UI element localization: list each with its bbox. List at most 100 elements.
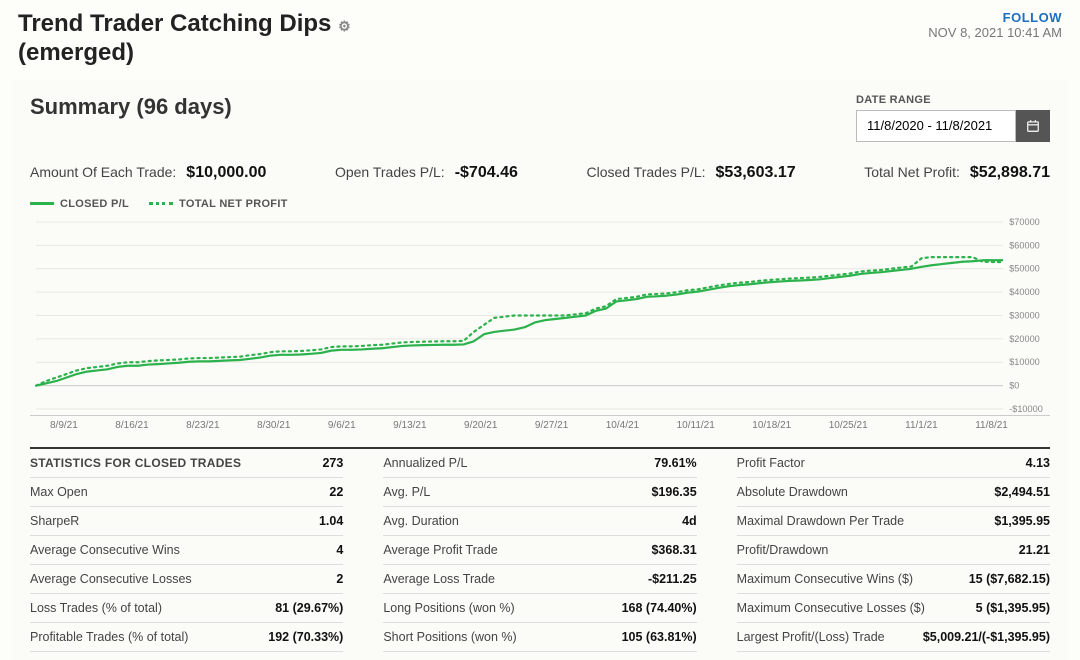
stat-row: Average Consecutive Wins4 (30, 536, 343, 565)
svg-text:$40000: $40000 (1009, 287, 1040, 297)
calendar-icon[interactable] (1016, 110, 1050, 142)
stat-row: Maximal Drawdown Per Trade$1,395.95 (737, 507, 1050, 536)
stat-row: Annualized P/L 79.61% (383, 449, 696, 478)
stat-label: Maximum Consecutive Wins ($) (737, 572, 913, 586)
chart-svg: -$10000 $0 $10000 $20000 $30000 $40000 $50000 $… (30, 216, 1050, 415)
date-range-label: DATE RANGE (856, 94, 1050, 106)
x-tick: 10/18/21 (752, 420, 791, 431)
stat-label: Profitable Trades (% of total) (30, 630, 188, 644)
chart-legend: CLOSED P/L TOTAL NET PROFIT (30, 198, 1050, 210)
legend-closed-label: CLOSED P/L (60, 198, 129, 210)
stat-value: -$211.25 (648, 572, 697, 586)
stat-value: 2 (336, 572, 343, 586)
stat-label: Loss Trades (% of total) (30, 601, 162, 615)
stat-row: Average Consecutive Losses 2 (30, 565, 343, 594)
stat-value: 105 (63.81%) (622, 630, 697, 644)
x-tick: 8/23/21 (186, 420, 219, 431)
stat-value: 79.61% (654, 456, 696, 470)
stat-value: 1.04 (319, 514, 343, 528)
stat-row: Long Positions (won %)168 (74.40%) (383, 594, 696, 623)
stat-label: Average Profit Trade (383, 543, 497, 557)
stat-label: Maximum Consecutive Losses ($) (737, 601, 925, 615)
follow-button[interactable]: FOLLOW (928, 10, 1062, 25)
metric-value: $52,898.71 (970, 164, 1050, 182)
x-axis-ticks: 8/9/218/16/218/23/218/30/219/6/219/13/21… (30, 420, 1050, 431)
stat-row: Absolute Drawdown $2,494.51 (737, 478, 1050, 507)
x-tick: 8/16/21 (115, 420, 148, 431)
metric-closed: Closed Trades P/L: $53,603.17 (586, 164, 795, 182)
metric-value: $53,603.17 (716, 164, 796, 182)
stat-label: Average Consecutive Losses (30, 572, 192, 586)
stat-label: Average Loss Trade (383, 572, 495, 586)
svg-text:$10000: $10000 (1009, 357, 1040, 367)
x-tick: 11/1/21 (905, 420, 938, 431)
stat-value: 168 (74.40%) (622, 601, 697, 615)
stat-label: Average Consecutive Wins (30, 543, 180, 557)
stat-label: Profit/Drawdown (737, 543, 829, 557)
stat-value: 81 (29.67%) (275, 601, 343, 615)
stats-col1: STATISTICS FOR CLOSED TRADES 273 Max Open 2… (30, 449, 343, 652)
stat-label: Max Open (30, 485, 88, 499)
stat-value: 192 (70.33%) (268, 630, 343, 644)
stat-row: Largest Profit/(Loss) Trade$5,009.21/(-$… (737, 623, 1050, 652)
stat-label: Absolute Drawdown (737, 485, 848, 499)
svg-text:$70000: $70000 (1009, 217, 1040, 227)
stats-col3: Profit Factor 4.13 Absolute Drawdown $2,494… (737, 449, 1050, 652)
title-line1: Trend Trader Catching Dips (18, 10, 331, 37)
stat-label: Annualized P/L (383, 456, 467, 470)
x-tick: 9/13/21 (393, 420, 426, 431)
legend-closed: CLOSED P/L (30, 198, 129, 210)
x-tick: 9/20/21 (464, 420, 497, 431)
stat-value: 22 (329, 485, 343, 499)
settings-icon[interactable]: ⚙ (338, 18, 351, 34)
stat-label: Avg. Duration (383, 514, 459, 528)
stat-row: Avg. Duration 4d (383, 507, 696, 536)
stat-row: Profit/Drawdown 21.21 (737, 536, 1050, 565)
stat-label: Avg. P/L (383, 485, 430, 499)
metric-amount: Amount Of Each Trade: $10,000.00 (30, 164, 266, 182)
stat-row: Max Open 22 (30, 478, 343, 507)
stat-value: 5 ($1,395.95) (976, 601, 1050, 615)
legend-line-icon (30, 202, 54, 205)
svg-text:$0: $0 (1009, 380, 1019, 390)
metric-label: Closed Trades P/L: (586, 164, 705, 180)
x-tick: 8/30/21 (257, 420, 290, 431)
stat-value: $2,494.51 (994, 485, 1050, 499)
metric-label: Amount Of Each Trade: (30, 164, 176, 180)
topbar: Trend Trader Catching Dips ⚙ (emerged) F… (0, 0, 1080, 76)
stat-value: $1,395.95 (994, 514, 1050, 528)
date-range-input[interactable] (856, 110, 1016, 142)
svg-text:$20000: $20000 (1009, 334, 1040, 344)
metric-net: Total Net Profit: $52,898.71 (864, 164, 1050, 182)
stat-row: SharpeR1.04 (30, 507, 343, 536)
stat-label: STATISTICS FOR CLOSED TRADES (30, 456, 241, 470)
stat-value: 21.21 (1019, 543, 1050, 557)
stat-row: Average Profit Trade $368.31 (383, 536, 696, 565)
date-range: DATE RANGE (856, 94, 1050, 142)
stat-value: $196.35 (651, 485, 696, 499)
stat-value: 273 (322, 456, 343, 470)
stats-grid: STATISTICS FOR CLOSED TRADES 273 Max Open 2… (30, 447, 1050, 652)
stat-row: Loss Trades (% of total) 81 (29.67%) (30, 594, 343, 623)
x-tick: 11/8/21 (975, 420, 1008, 431)
legend-dots-icon (149, 202, 173, 205)
metrics-row: Amount Of Each Trade: $10,000.00 Open Tr… (30, 164, 1050, 182)
chart: -$10000 $0 $10000 $20000 $30000 $40000 $50000 $… (30, 216, 1050, 416)
metric-value: $10,000.00 (186, 164, 266, 182)
svg-text:$30000: $30000 (1009, 310, 1040, 320)
x-tick: 9/6/21 (328, 420, 356, 431)
stat-row: Profitable Trades (% of total) 192 (70.33… (30, 623, 343, 652)
stat-value: 4d (682, 514, 697, 528)
stat-label: Short Positions (won %) (383, 630, 516, 644)
svg-text:$50000: $50000 (1009, 263, 1040, 273)
x-tick: 10/25/21 (829, 420, 868, 431)
stat-label: Profit Factor (737, 456, 805, 470)
metric-value: -$704.46 (455, 164, 518, 182)
svg-text:-$10000: -$10000 (1009, 404, 1043, 414)
stat-label: Largest Profit/(Loss) Trade (737, 630, 885, 644)
title-line2: (emerged) (18, 39, 134, 66)
stat-row: Maximum Consecutive Losses ($) 5 ($1,395.… (737, 594, 1050, 623)
x-tick: 10/11/21 (677, 420, 715, 431)
stat-value: $368.31 (651, 543, 696, 557)
stat-value: 4.13 (1026, 456, 1050, 470)
